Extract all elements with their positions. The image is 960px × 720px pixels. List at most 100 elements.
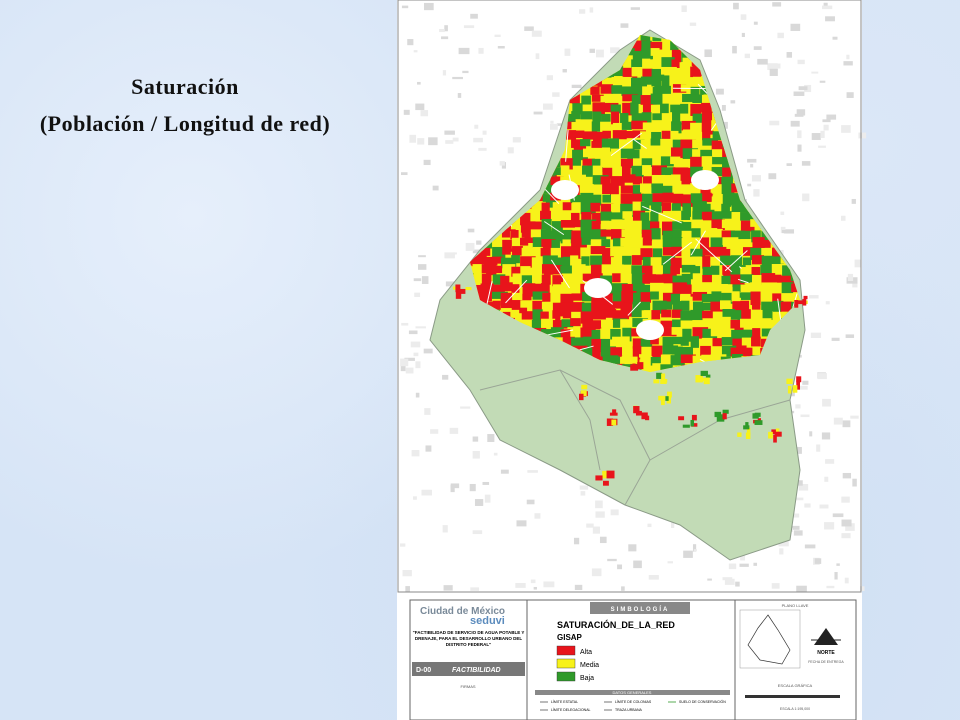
- saturation-cell: [510, 309, 520, 318]
- saturation-cell: [720, 300, 731, 310]
- saturation-cell: [612, 283, 628, 293]
- saturation-cell: [561, 140, 575, 148]
- texture-cell: [415, 103, 425, 111]
- saturation-cell: [751, 255, 765, 265]
- texture-cell: [825, 301, 830, 305]
- satellite-cell: [745, 422, 749, 426]
- saturation-cell: [681, 66, 693, 76]
- saturation-cell: [660, 364, 674, 372]
- texture-cell: [783, 229, 795, 234]
- saturation-cell: [751, 309, 766, 318]
- saturation-cell: [722, 309, 736, 317]
- saturation-cell: [720, 284, 733, 295]
- saturation-cell: [472, 264, 484, 273]
- saturation-cell: [492, 237, 504, 249]
- saturation-cell: [651, 201, 662, 213]
- texture-cell: [832, 36, 838, 40]
- texture-cell: [757, 58, 768, 65]
- saturation-cell: [690, 336, 699, 350]
- saturation-cell: [670, 67, 685, 79]
- saturation-cell: [560, 158, 574, 170]
- saturation-cell: [692, 139, 702, 151]
- saturation-cell: [650, 93, 667, 105]
- texture-cell: [823, 124, 829, 131]
- saturation-cell: [662, 336, 674, 350]
- saturation-cell: [660, 66, 677, 75]
- texture-cell: [474, 499, 484, 506]
- saturation-cell: [562, 337, 574, 347]
- texture-cell: [482, 481, 490, 485]
- saturation-cell: [620, 310, 630, 322]
- saturation-cell: [610, 257, 623, 267]
- saturation-cell: [701, 228, 718, 239]
- texture-cell: [450, 484, 455, 493]
- saturation-cell: [662, 93, 673, 106]
- saturation-cell: [740, 318, 756, 328]
- texture-cell: [534, 513, 541, 519]
- saturation-cell: [632, 237, 644, 246]
- texture-cell: [780, 211, 785, 215]
- saturation-cell: [622, 94, 638, 102]
- saturation-cell: [710, 256, 723, 265]
- texture-cell: [400, 543, 406, 547]
- saturation-cell: [560, 293, 574, 305]
- satellite-cell: [786, 378, 793, 385]
- saturation-cell: [631, 309, 644, 318]
- legend-label: Baja: [580, 675, 594, 682]
- texture-cell: [444, 130, 455, 135]
- saturation-cell: [561, 121, 575, 130]
- saturation-cell: [661, 149, 675, 161]
- saturation-cell: [592, 194, 602, 206]
- texture-cell: [494, 34, 501, 38]
- saturation-cell: [531, 320, 542, 332]
- saturation-cell: [622, 221, 637, 233]
- texture-cell: [793, 91, 805, 96]
- saturation-cell: [632, 176, 643, 185]
- saturation-cell: [702, 256, 711, 269]
- texture-cell: [478, 47, 484, 54]
- saturation-cell: [610, 229, 625, 240]
- saturation-cell: [622, 255, 632, 265]
- saturation-cell: [742, 257, 752, 266]
- saturation-cell: [662, 238, 675, 248]
- saturation-cell: [690, 104, 702, 116]
- saturation-cell: [690, 66, 703, 79]
- texture-cell: [533, 586, 537, 590]
- saturation-cell: [651, 345, 663, 358]
- saturation-cell: [592, 273, 603, 281]
- texture-cell: [474, 124, 479, 129]
- texture-cell: [836, 563, 840, 566]
- satellite-cell: [455, 291, 462, 299]
- saturation-cell: [642, 122, 655, 134]
- saturation-cell: [611, 219, 622, 227]
- saturation-cell: [750, 282, 760, 291]
- texture-cell: [819, 80, 826, 83]
- saturation-cell: [612, 166, 628, 179]
- saturation-cell: [640, 147, 653, 159]
- legend-heading: SIMBOLOGÍA: [611, 605, 670, 613]
- satellite-cell: [665, 396, 669, 401]
- saturation-cell: [491, 256, 503, 264]
- saturation-cell: [682, 57, 693, 69]
- texture-cell: [821, 5, 833, 10]
- saturation-cell: [500, 282, 513, 292]
- saturation-cell: [661, 113, 673, 125]
- saturation-cell: [582, 148, 594, 158]
- saturation-cell: [621, 355, 633, 368]
- saturation-cell: [621, 229, 637, 238]
- texture-cell: [470, 587, 480, 591]
- saturation-cell: [572, 165, 588, 174]
- texture-cell: [443, 585, 453, 591]
- street: [724, 250, 748, 272]
- saturation-cell: [552, 310, 561, 324]
- texture-cell: [811, 71, 819, 74]
- street: [544, 221, 565, 236]
- texture-cell: [796, 446, 802, 454]
- satellite-cell: [639, 354, 643, 358]
- saturation-cell: [682, 129, 698, 142]
- texture-cell: [693, 549, 697, 552]
- saturation-cell: [572, 103, 588, 115]
- saturation-cell: [471, 255, 487, 267]
- saturation-cell: [620, 319, 635, 330]
- texture-cell: [851, 198, 856, 204]
